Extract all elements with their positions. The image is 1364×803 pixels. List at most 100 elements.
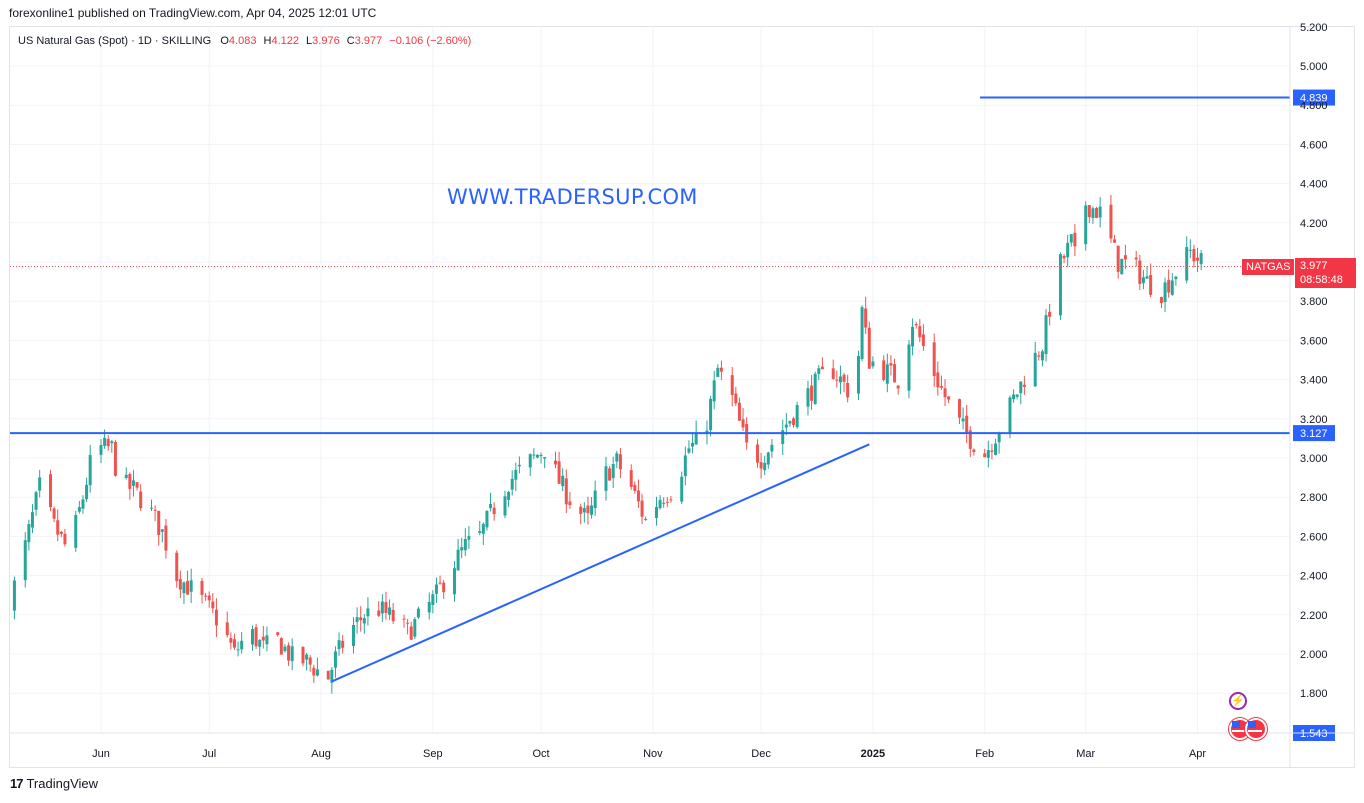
- candle-body: [1098, 206, 1102, 218]
- candle-body: [1048, 311, 1052, 317]
- candle-body: [784, 424, 788, 428]
- candle-body: [543, 457, 547, 459]
- candle-body: [481, 523, 485, 534]
- candle-body: [74, 515, 78, 548]
- candle-body: [994, 443, 998, 455]
- candle-body: [175, 552, 179, 582]
- candle-body: [965, 415, 969, 433]
- candle-body: [164, 525, 168, 551]
- candle-body: [636, 490, 640, 502]
- candle-body: [463, 539, 467, 551]
- candle-body: [1066, 242, 1070, 258]
- candle-body: [658, 499, 662, 509]
- candle-body: [442, 582, 446, 593]
- candle-body: [182, 582, 186, 594]
- candle-body: [312, 667, 316, 676]
- candle-body: [792, 418, 796, 425]
- candle-body: [719, 367, 723, 372]
- candle-body: [1167, 279, 1171, 293]
- candle-body: [438, 582, 442, 584]
- open-label: O: [220, 35, 229, 47]
- candle-body: [766, 452, 770, 465]
- candle-body: [225, 622, 229, 636]
- candle-body: [1192, 248, 1196, 262]
- candle-body: [947, 396, 951, 400]
- candle-body: [864, 308, 868, 328]
- price-scale: 1.800 2.000 2.200 2.400 2.600 2.800 3.000 3.200…: [1289, 22, 1328, 768]
- horizontal-levels: 4.839 3.127 1.543: [10, 89, 1335, 741]
- candle-body: [730, 375, 734, 395]
- price-tick-label: 3.200: [1300, 414, 1328, 426]
- candle-body: [835, 379, 839, 381]
- candle-body: [921, 334, 925, 347]
- candle-body: [431, 594, 435, 605]
- candle-body: [615, 453, 619, 462]
- candle-body: [911, 326, 915, 347]
- candle-body: [467, 536, 471, 540]
- candle-body: [59, 531, 63, 534]
- candle-body: [514, 469, 518, 480]
- candle-body: [737, 402, 741, 421]
- lightning-event-icon[interactable]: ⚡: [1229, 692, 1247, 710]
- candle-body: [914, 323, 918, 326]
- tradingview-logo-icon: 17: [10, 776, 24, 791]
- candle-body: [842, 374, 846, 382]
- candle-body: [593, 490, 597, 509]
- candle-body: [1196, 257, 1200, 261]
- candle-body: [936, 372, 940, 388]
- candle-body: [687, 448, 691, 453]
- candle-body: [972, 449, 976, 452]
- candle-body: [232, 639, 236, 648]
- candle-body: [1069, 234, 1073, 243]
- time-tick-label: Mar: [1076, 748, 1095, 760]
- candle-body: [957, 399, 961, 418]
- candle-body: [391, 609, 395, 622]
- candle-body: [654, 506, 658, 518]
- candle-body: [1109, 204, 1113, 239]
- candle-body: [882, 360, 886, 380]
- candle-body: [1141, 277, 1145, 284]
- candle-body: [366, 608, 370, 617]
- candle-body: [712, 380, 716, 402]
- candle-body: [1163, 282, 1167, 303]
- time-tick-label: Sep: [423, 748, 443, 760]
- candle-body: [640, 500, 644, 517]
- candle-body: [918, 326, 922, 338]
- candle-body: [813, 373, 817, 405]
- candle-body: [1123, 255, 1127, 260]
- us-flag-event-icon[interactable]: [1245, 718, 1267, 740]
- candle-body: [968, 430, 972, 449]
- candle-body: [1012, 394, 1016, 400]
- price-tick-label: 2.400: [1300, 571, 1328, 583]
- candle-body: [434, 584, 438, 594]
- candle-body: [586, 505, 590, 514]
- candle-body: [680, 476, 684, 502]
- candle-body: [99, 445, 103, 455]
- candle-body: [943, 388, 947, 398]
- candle-body: [341, 640, 345, 648]
- candle-body: [1149, 274, 1153, 295]
- chart-area[interactable]: [9, 26, 1355, 768]
- candle-body: [579, 506, 583, 514]
- candle-body: [983, 453, 987, 458]
- candle-body: [763, 462, 767, 471]
- candle-body: [629, 470, 633, 487]
- countdown-timer: 08:58:48: [1300, 274, 1343, 286]
- candle-body: [683, 455, 687, 477]
- candle-body: [287, 645, 291, 661]
- candle-body: [806, 388, 810, 407]
- candle-body: [608, 468, 612, 481]
- price-tick-label: 5.200: [1300, 22, 1328, 34]
- candle-body: [867, 327, 871, 369]
- time-tick-label: Oct: [532, 748, 549, 760]
- candle-body: [63, 533, 67, 545]
- price-tick-label: 5.000: [1300, 61, 1328, 73]
- price-tick-label: 2.800: [1300, 492, 1328, 504]
- time-tick-label: Dec: [751, 748, 771, 760]
- footer-brand[interactable]: 17 TradingView: [10, 776, 98, 791]
- candle-body: [315, 669, 319, 676]
- candle-body: [149, 507, 153, 509]
- candle-body: [1084, 205, 1088, 245]
- candle-body: [330, 669, 334, 683]
